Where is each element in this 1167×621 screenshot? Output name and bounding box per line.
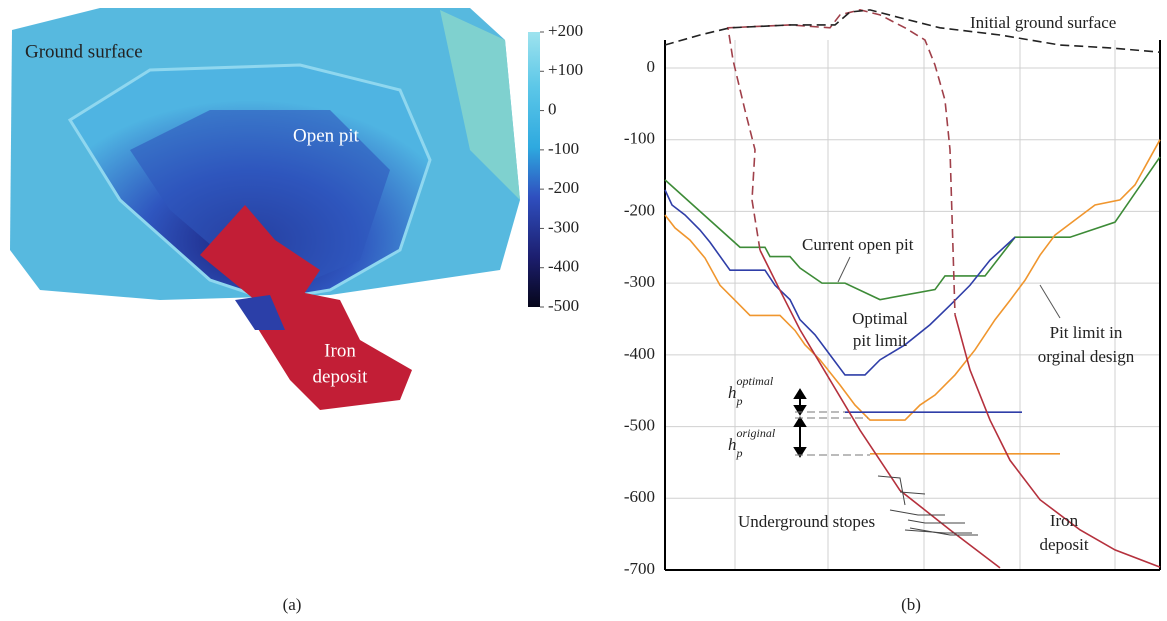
y-tick-label: -400 <box>624 344 655 363</box>
colorbar-label: +200 <box>548 21 583 40</box>
plot: 0 -100 -200 -300 -400 -500 -600 -700 <box>624 9 1161 578</box>
series-line <box>954 314 1161 568</box>
annotation: Iron <box>1050 511 1079 530</box>
annotation: Initial ground surface <box>970 13 1116 32</box>
series-line <box>664 139 1161 421</box>
colorbar-label: -500 <box>548 296 579 315</box>
h-sup: original <box>737 426 776 440</box>
colorbar-label: -400 <box>548 257 579 276</box>
h-guides <box>795 411 870 456</box>
y-tick-label: -700 <box>624 559 655 578</box>
series-line <box>727 9 956 315</box>
y-tick-label: -100 <box>624 129 655 148</box>
label: Iron <box>324 340 356 361</box>
annotations: Initial ground surface Current open pit … <box>728 13 1135 554</box>
caption: (b) <box>901 595 921 614</box>
colorbar-label: 0 <box>548 99 557 118</box>
h-sub: p <box>736 446 743 460</box>
h-label: hp original <box>728 426 776 460</box>
annotation: Optimal <box>852 309 908 328</box>
label: Ground surface <box>25 41 143 62</box>
annotation: Pit limit in <box>1050 323 1123 342</box>
series-line <box>664 189 1016 376</box>
stopes <box>877 475 978 536</box>
label: Open pit <box>293 125 360 146</box>
h-sup: optimal <box>737 374 774 388</box>
colorbar-label: -100 <box>548 139 579 158</box>
annotation: pit limit <box>853 331 908 350</box>
y-tick-label: -300 <box>624 272 655 291</box>
h-sub: p <box>736 394 743 408</box>
h-arrows <box>793 388 807 458</box>
annotation: Underground stopes <box>738 512 875 531</box>
y-tick-label: 0 <box>647 57 656 76</box>
y-tick-label: -200 <box>624 200 655 219</box>
series-line <box>664 156 1161 301</box>
annotation: deposit <box>1039 535 1088 554</box>
h-label: hp optimal <box>728 374 774 408</box>
annotation: Current open pit <box>802 235 914 254</box>
caption: (a) <box>283 595 302 614</box>
h-base: h <box>728 383 737 402</box>
render-3d <box>10 8 520 410</box>
leader <box>1039 284 1061 319</box>
leader <box>837 256 851 283</box>
colorbar <box>528 32 540 307</box>
colorbar-label: +100 <box>548 60 583 79</box>
label: deposit <box>313 366 369 387</box>
annotation: orginal design <box>1038 347 1135 366</box>
y-tick-label: -600 <box>624 487 655 506</box>
colorbar-label: -200 <box>548 178 579 197</box>
colorbar-label: -300 <box>548 217 579 236</box>
series-line <box>664 9 1161 53</box>
h-base: h <box>728 435 737 454</box>
y-tick-label: -500 <box>624 415 655 434</box>
